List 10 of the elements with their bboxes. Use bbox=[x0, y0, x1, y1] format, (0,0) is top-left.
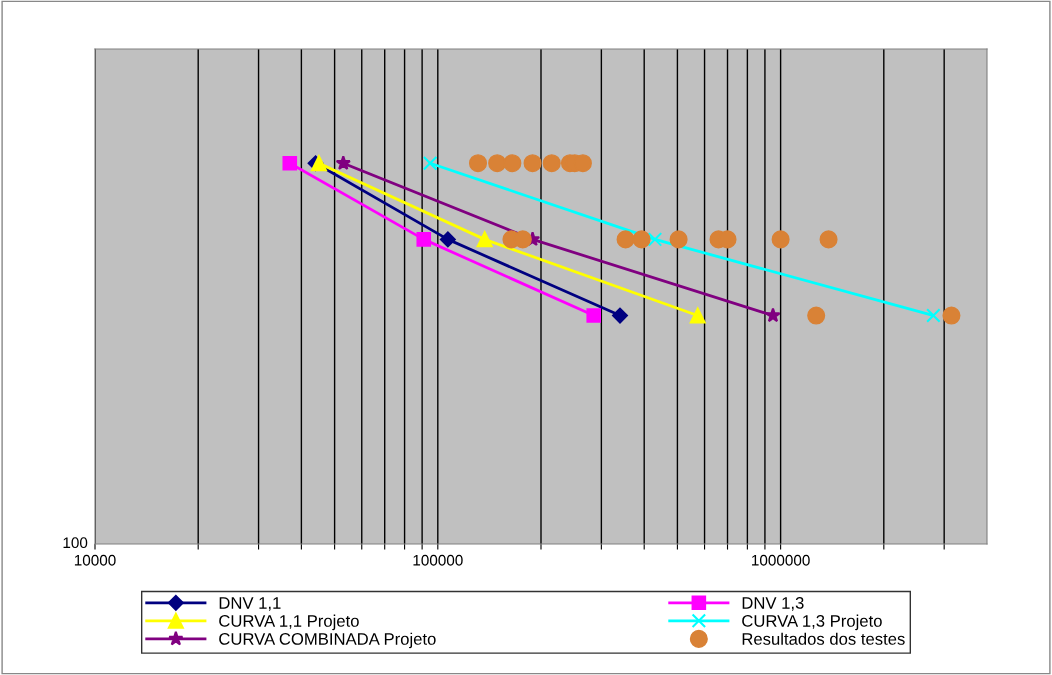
legend-label: Resultados dos testes bbox=[742, 632, 905, 645]
text: 100 bbox=[63, 537, 88, 549]
legend-label: DNV 1,1 bbox=[219, 597, 281, 611]
legend-label: CURVA COMBINADA Projeto bbox=[219, 632, 436, 649]
legend-label: DNV 1,3 bbox=[742, 597, 804, 611]
legend-label: CURVA 1,3 Projeto bbox=[742, 614, 882, 631]
x-tick-label: 100000 bbox=[413, 554, 463, 566]
x-tick-label: 1000000 bbox=[752, 554, 810, 566]
legend-label: CURVA 1,1 Projeto bbox=[219, 614, 359, 631]
x-tick-label: 10000 bbox=[74, 554, 116, 566]
